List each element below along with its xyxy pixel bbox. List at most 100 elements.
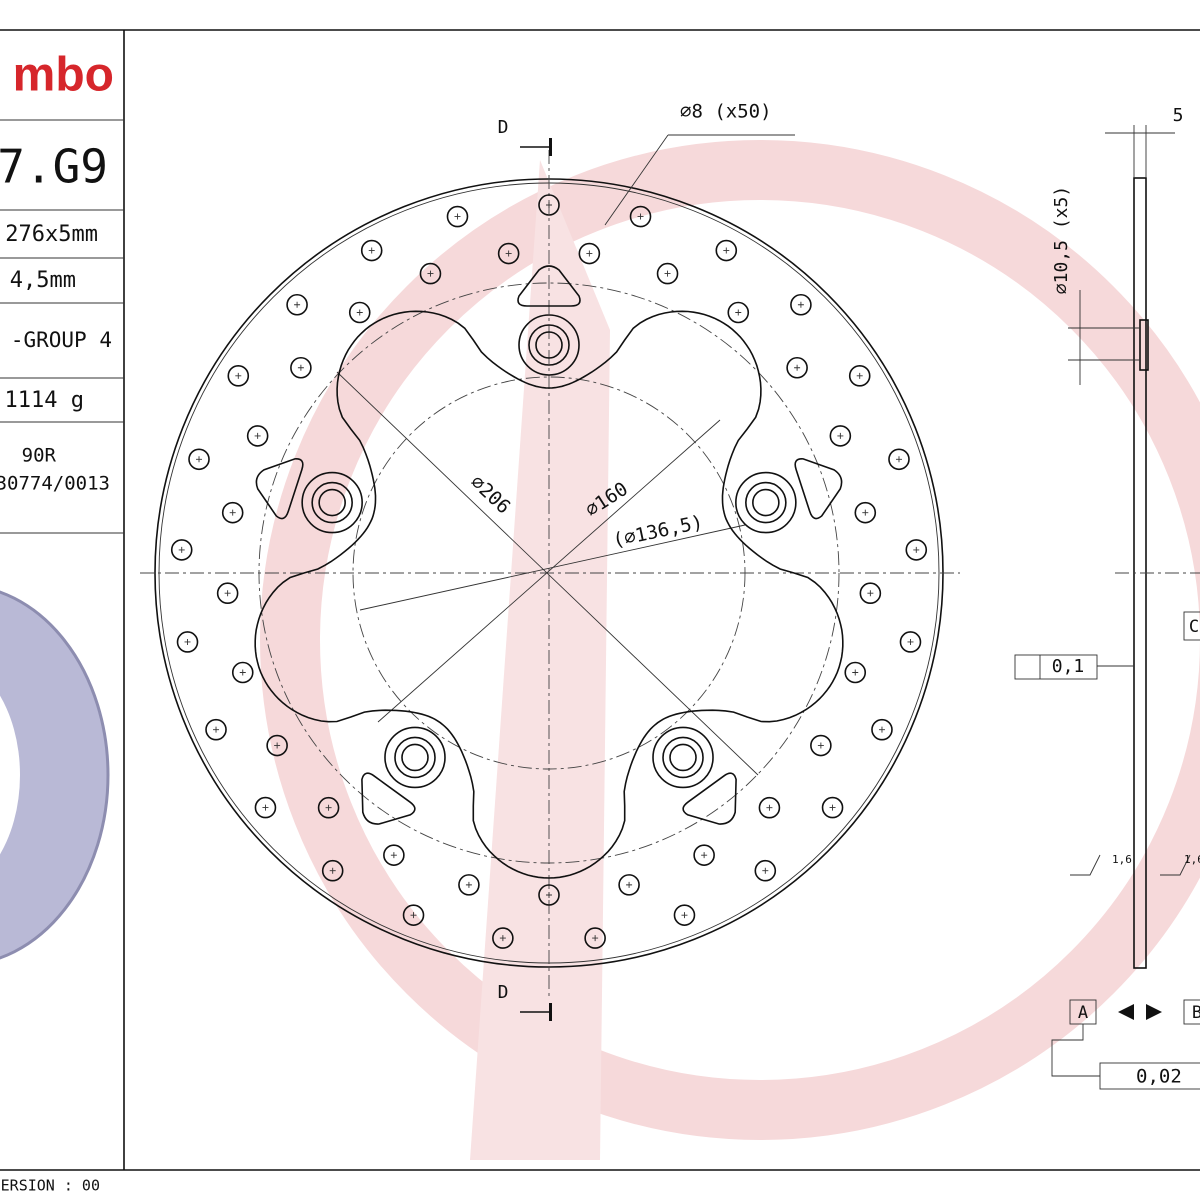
side-view	[1014, 125, 1200, 1090]
hole-center	[681, 912, 688, 919]
vent-hole	[402, 904, 425, 926]
window-cutout	[682, 772, 737, 825]
mount-boss	[394, 736, 436, 779]
vent-hole	[859, 582, 882, 605]
vent-hole	[888, 448, 910, 471]
hole-center	[907, 638, 914, 645]
vent-hole	[538, 194, 560, 216]
mount-boss	[669, 743, 697, 772]
vent-hole	[854, 501, 877, 524]
hole-center	[390, 852, 397, 859]
hole-center	[329, 867, 336, 874]
hole-center	[499, 935, 506, 942]
hole-center	[817, 742, 824, 749]
dimensions: 276x5mm	[5, 222, 98, 247]
mount-hole-section	[1139, 319, 1149, 371]
vent-hole	[810, 734, 832, 757]
vent-hole	[629, 205, 652, 228]
vent-hole	[758, 796, 781, 819]
vent-hole	[458, 874, 480, 896]
section-arrow	[549, 1003, 552, 1021]
watermark-stroke	[470, 160, 610, 1160]
hole-center	[829, 804, 836, 811]
hole-center	[664, 270, 671, 277]
mount-boss	[662, 736, 704, 779]
weight: 1114 g	[5, 388, 84, 413]
hole-center	[410, 912, 417, 919]
hole-center	[546, 892, 552, 898]
vent-hole	[584, 927, 606, 949]
vent-hole	[871, 718, 893, 741]
vent-hole	[170, 539, 193, 561]
mount-boss	[652, 726, 714, 789]
hole-center	[178, 546, 185, 553]
flatness-box	[1014, 654, 1098, 680]
inner-profile	[254, 310, 844, 879]
group: -GROUP 4	[11, 328, 112, 352]
vent-hole	[266, 734, 288, 757]
approval: 30774/0013	[0, 473, 110, 495]
vent-hole	[286, 293, 308, 316]
hole-center	[856, 372, 863, 379]
mount-boss	[535, 331, 563, 359]
vent-hole	[348, 301, 371, 324]
hole-center	[294, 301, 301, 308]
hole-center	[235, 372, 242, 379]
hole-center	[213, 726, 220, 733]
homologation: 90R	[22, 445, 57, 467]
datum-triangle	[1118, 1004, 1162, 1020]
hole-center	[454, 213, 461, 220]
dim-line	[359, 524, 746, 611]
hole-center	[867, 590, 874, 597]
vent-hole	[254, 796, 277, 819]
leader	[604, 134, 669, 226]
vent-hole	[899, 631, 922, 653]
vent-hole	[205, 718, 227, 741]
vent-hole	[578, 242, 601, 265]
logo: mbo	[13, 49, 114, 102]
disc-photo	[0, 590, 110, 960]
vent-hole	[492, 927, 514, 949]
hole-center	[229, 509, 236, 516]
hole-center	[254, 432, 261, 439]
leader	[1051, 1024, 1100, 1077]
hole-center	[878, 726, 885, 733]
vent-hole	[383, 844, 405, 866]
hole-center	[465, 881, 472, 888]
hole-center	[794, 364, 801, 371]
vent-hole	[419, 262, 442, 285]
vent-hole	[321, 859, 344, 882]
hole-center	[239, 669, 246, 676]
roughness-symbol	[1070, 854, 1191, 876]
mount-boss	[528, 324, 570, 366]
roughness: 1,6	[1184, 853, 1200, 866]
vent-hole	[231, 661, 254, 684]
hole-center	[297, 364, 304, 371]
vent-hole	[188, 448, 210, 471]
hole-callout: ⌀8 (x50)	[680, 101, 772, 123]
hole-center	[325, 804, 332, 811]
vent-hole	[618, 874, 640, 896]
vent-hole	[227, 365, 250, 387]
hole-center	[626, 881, 633, 888]
hole-center	[913, 546, 920, 553]
vent-hole	[290, 356, 312, 379]
hole-center	[797, 301, 804, 308]
vent-hole	[754, 859, 777, 882]
vent-hole	[360, 239, 383, 262]
version: ERSION : 00	[1, 1177, 100, 1195]
window-cutout	[361, 772, 416, 825]
hole-center	[546, 202, 552, 208]
part-number: 7.G9	[0, 140, 108, 194]
hole-center	[837, 432, 844, 439]
vent-hole	[905, 539, 928, 561]
section-label: D	[498, 982, 509, 1003]
datum-a: A	[1078, 1003, 1088, 1023]
vent-hole	[216, 582, 239, 605]
vent-hole	[317, 796, 340, 819]
vent-hole	[715, 239, 738, 262]
hole-center	[196, 456, 203, 463]
vent-hole	[727, 301, 750, 324]
vent-hole	[656, 262, 679, 285]
